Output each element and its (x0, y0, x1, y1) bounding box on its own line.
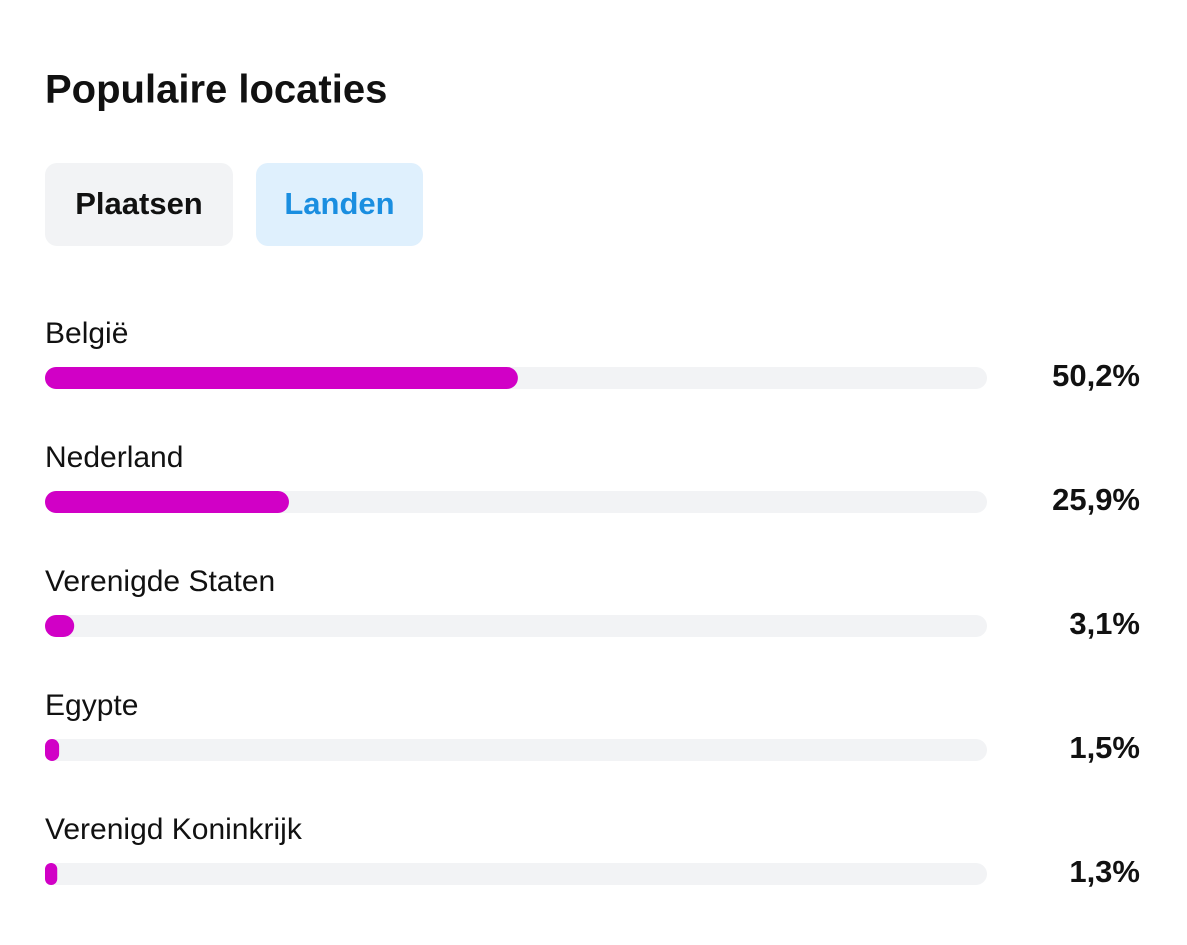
category-label: Nederland (45, 441, 183, 474)
bar (45, 367, 518, 389)
tab[interactable]: Landen (256, 163, 423, 246)
value-label: 1,3% (1069, 854, 1140, 889)
value-label: 3,1% (1069, 606, 1140, 641)
value-label: 50,2% (1052, 358, 1140, 393)
category-label: België (45, 317, 128, 350)
category-label: Verenigd Koninkrijk (45, 813, 303, 846)
bar (45, 491, 289, 513)
value-label: 1,5% (1069, 730, 1140, 765)
tab-label[interactable]: Landen (284, 186, 394, 221)
chart-title: Populaire locaties (45, 68, 387, 112)
bar (45, 739, 60, 761)
bar-track (45, 739, 987, 761)
bar (45, 615, 75, 637)
tab-label[interactable]: Plaatsen (75, 186, 203, 221)
tab-background[interactable] (256, 163, 423, 246)
bar (45, 863, 58, 885)
value-label: 25,9% (1052, 482, 1140, 517)
tab[interactable]: Plaatsen (45, 163, 233, 246)
category-label: Egypte (45, 689, 138, 722)
bar-track (45, 863, 987, 885)
tab-background[interactable] (45, 163, 233, 246)
category-label: Verenigde Staten (45, 565, 275, 598)
bar-track (45, 615, 987, 637)
